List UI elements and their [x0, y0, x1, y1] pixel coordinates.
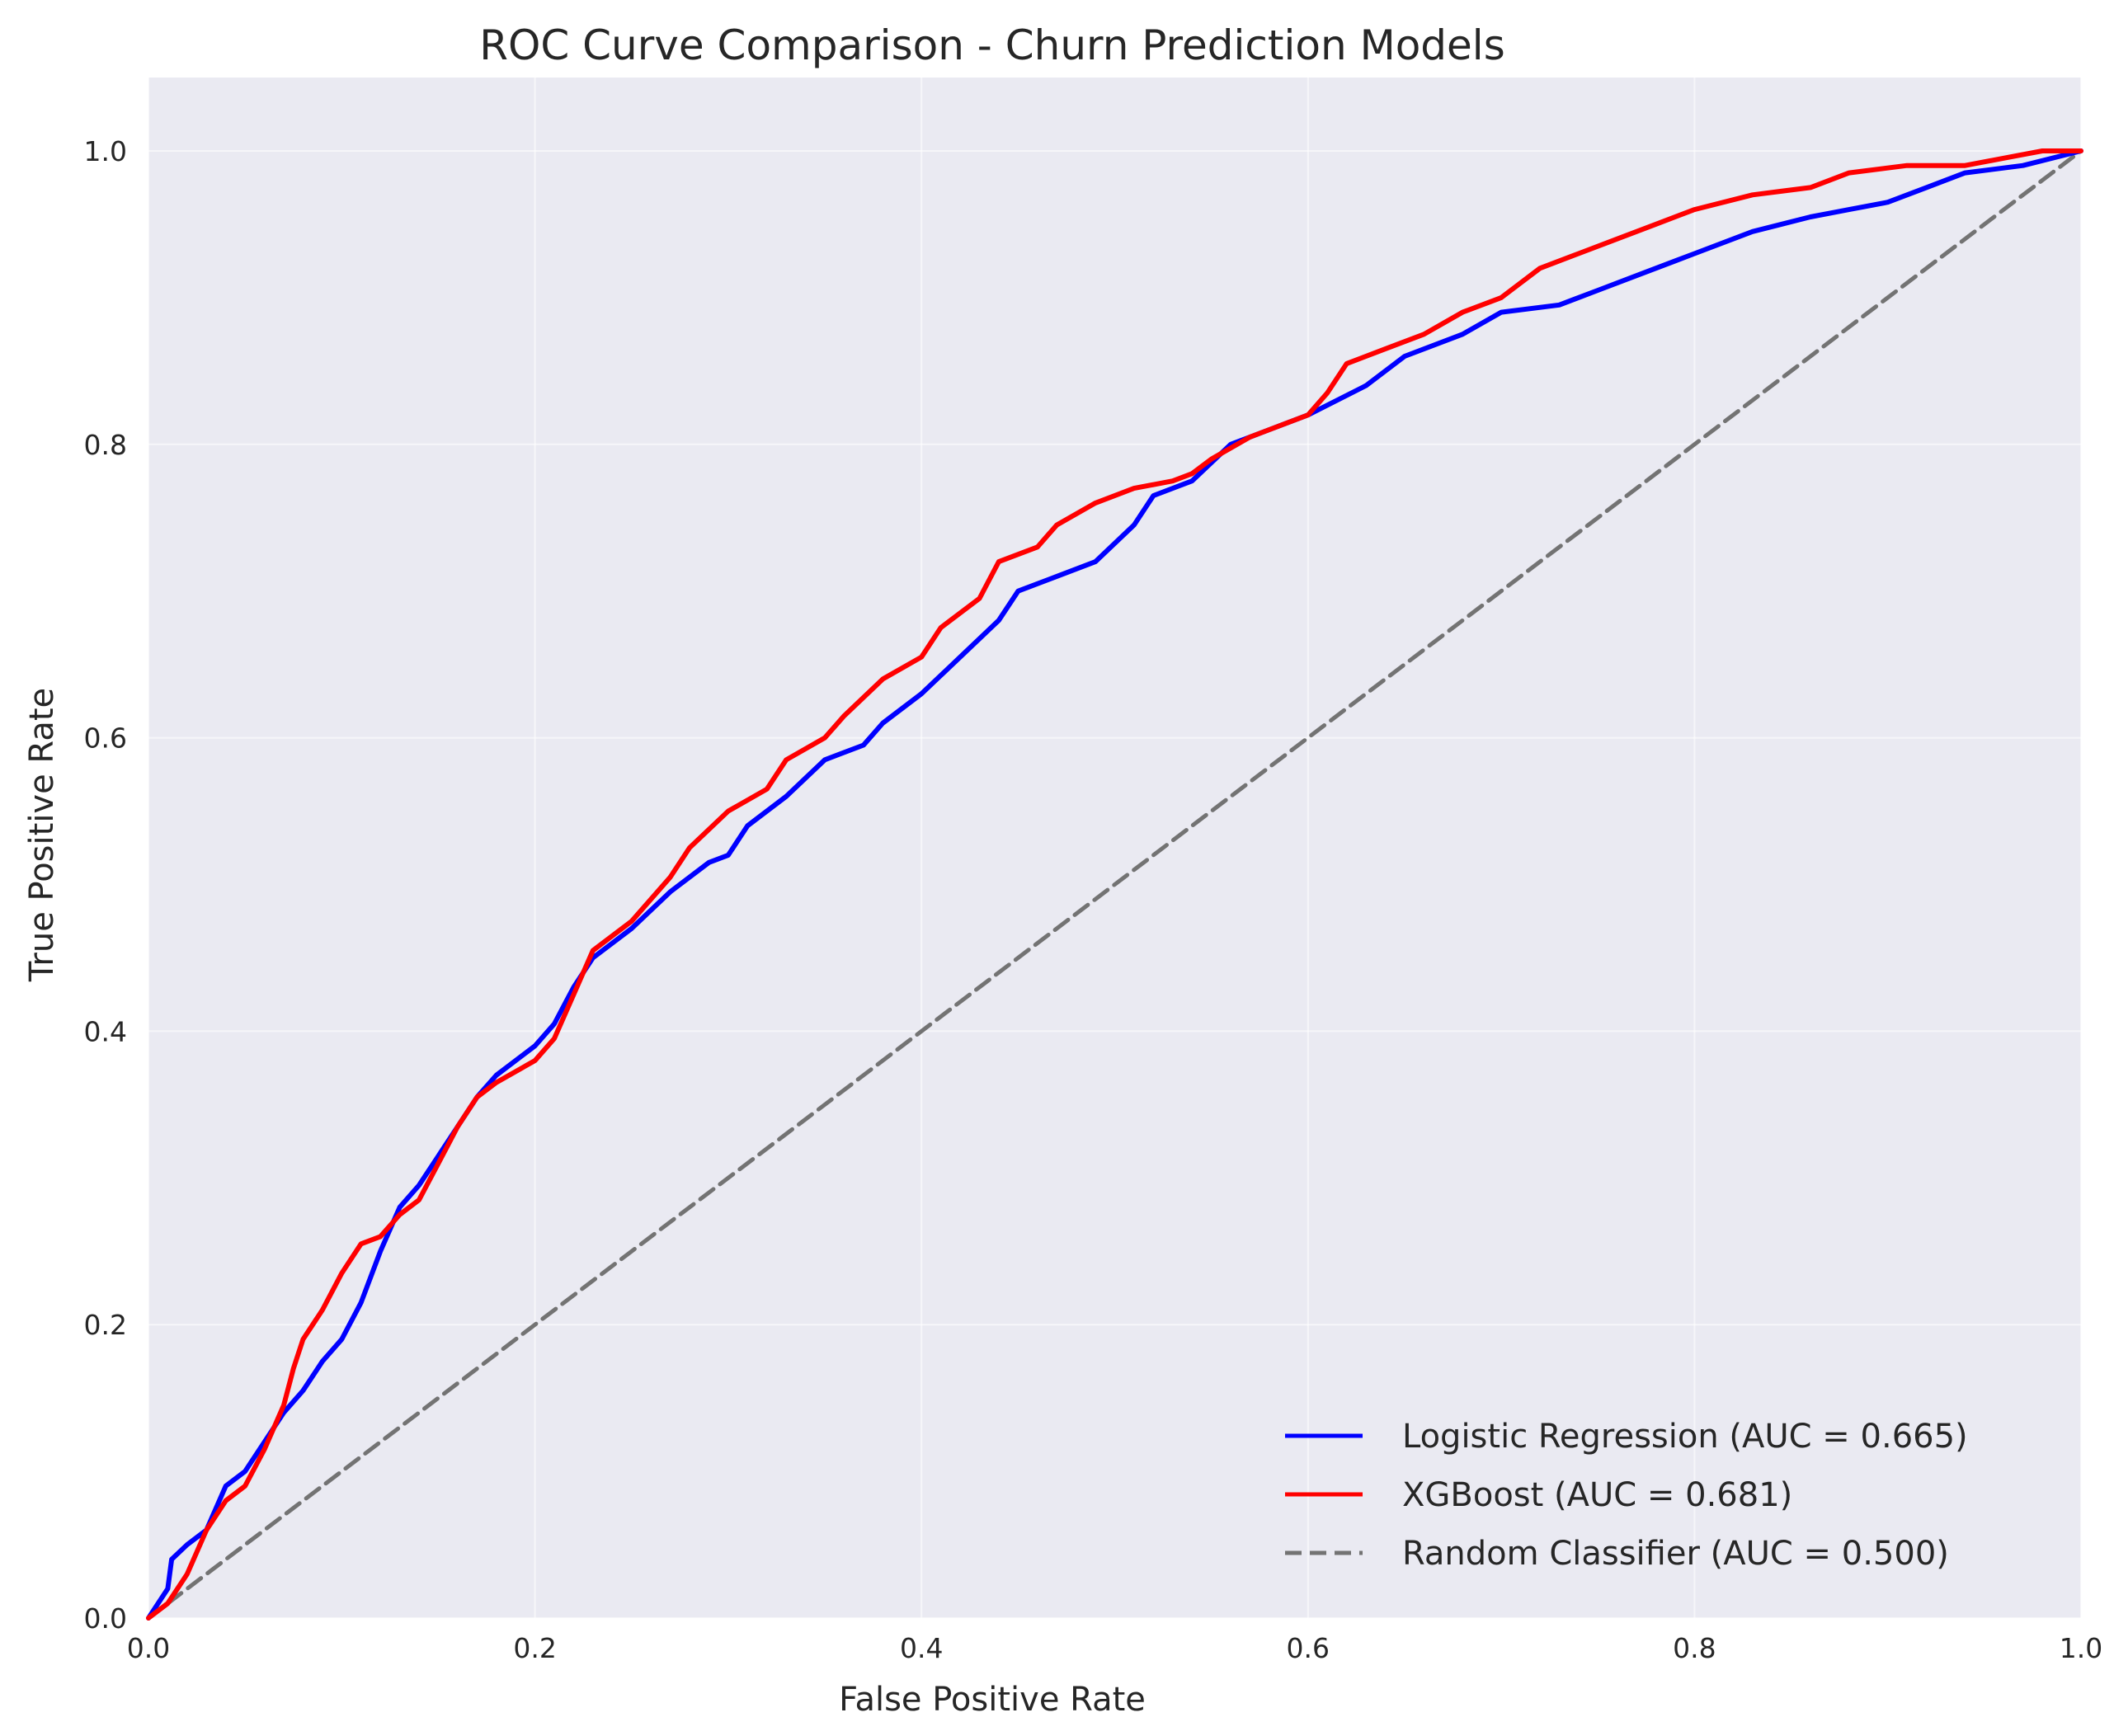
y-axis-label: True Positive Rate	[23, 688, 61, 982]
x-axis-label: False Positive Rate	[839, 1681, 1146, 1719]
grid	[148, 78, 2082, 1619]
legend: Logistic Regression (AUC = 0.665) XGBoos…	[1285, 1418, 1968, 1573]
x-tick-label: 0.6	[1287, 1632, 1330, 1664]
plot-area	[148, 78, 2081, 1618]
x-tick-label: 0.4	[900, 1632, 943, 1664]
y-tick-label: 1.0	[84, 135, 127, 167]
x-tick-label: 0.2	[513, 1632, 556, 1664]
x-tick-label: 0.8	[1673, 1632, 1716, 1664]
chart-title: ROC Curve Comparison - Churn Prediction …	[479, 21, 1505, 69]
y-tick-label: 0.8	[84, 429, 127, 461]
y-tick-label: 0.0	[84, 1602, 127, 1635]
legend-label-random-classifier: Random Classifier (AUC = 0.500)	[1402, 1535, 1949, 1573]
tick-labels: 0.0 0.2 0.4 0.6 0.8 1.0 0.0 0.2 0.4 0.6 0.8 1.0	[84, 135, 2103, 1664]
x-tick-label: 1.0	[2060, 1632, 2102, 1664]
legend-label-xgboost: XGBoost (AUC = 0.681)	[1402, 1476, 1792, 1514]
legend-label-logistic-regression: Logistic Regression (AUC = 0.665)	[1402, 1418, 1968, 1456]
y-tick-label: 0.6	[84, 722, 127, 755]
y-tick-label: 0.4	[84, 1015, 127, 1047]
y-tick-label: 0.2	[84, 1309, 127, 1341]
xgboost-curve	[146, 148, 2083, 1621]
x-tick-label: 0.0	[127, 1632, 170, 1664]
random-classifier-line	[146, 148, 2083, 1621]
series-layer	[146, 148, 2083, 1621]
logistic-regression-curve	[146, 148, 2083, 1621]
